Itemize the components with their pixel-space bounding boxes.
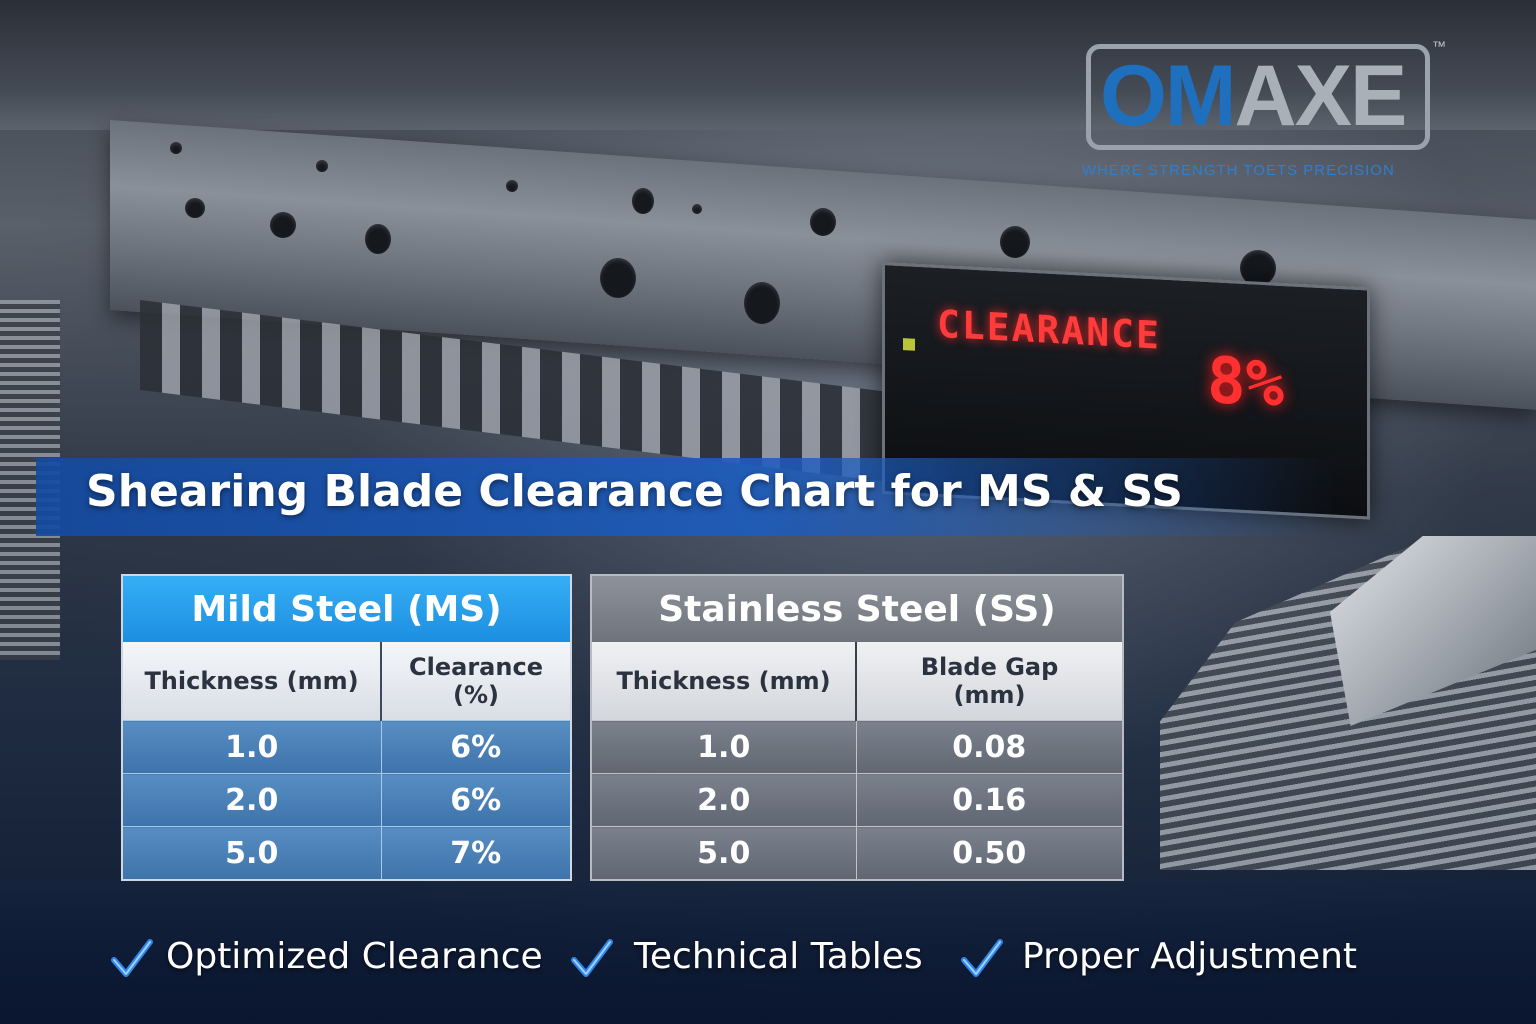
rail-hole — [316, 160, 328, 172]
rail-hole — [270, 212, 296, 238]
rail-hole — [365, 224, 391, 254]
machine-top — [0, 0, 1536, 130]
page-title: Shearing Blade Clearance Chart for MS & … — [86, 466, 1183, 517]
rail-hole — [170, 142, 182, 154]
ss-thickness-cell: 1.0 — [591, 720, 857, 774]
ms-thickness-cell: 1.0 — [122, 720, 382, 774]
brand-logo: OMAXE ™ WHERE STRENGTH TOETS PRECISION — [1082, 38, 1446, 184]
ss-blade-gap-cell: 0.16 — [856, 773, 1123, 827]
logo-frame — [1086, 44, 1430, 150]
rail-hole — [692, 204, 702, 214]
ss-blade-gap-cell: 0.08 — [856, 720, 1123, 774]
table-row: 5.0 0.50 — [591, 826, 1123, 880]
feature-label: Proper Adjustment — [1022, 936, 1358, 977]
ms-col-clearance: Clearance (%) — [381, 642, 571, 721]
ss-col-thickness: Thickness (mm) — [591, 642, 857, 721]
display-label: CLEARANCE — [937, 301, 1161, 358]
ss-thickness-cell: 2.0 — [591, 773, 857, 827]
ms-clearance-cell: 7% — [381, 826, 571, 880]
table-row: 1.0 0.08 — [591, 720, 1123, 774]
feature-label: Optimized Clearance — [166, 936, 543, 977]
feature-label: Technical Tables — [634, 936, 923, 977]
display-value: 8% — [1207, 344, 1285, 423]
ms-table-header-row: Thickness (mm) Clearance (%) — [122, 642, 571, 721]
rail-hole — [1000, 226, 1030, 258]
check-icon — [111, 939, 153, 977]
ss-thickness-cell: 5.0 — [591, 826, 857, 880]
ms-clearance-cell: 6% — [381, 720, 571, 774]
ms-thickness-cell: 2.0 — [122, 773, 382, 827]
ms-table: Mild Steel (MS) Thickness (mm) Clearance… — [121, 574, 572, 881]
title-banner — [36, 458, 1336, 536]
rail-hole — [744, 282, 780, 324]
rail-hole — [600, 258, 636, 298]
ss-blade-gap-cell: 0.50 — [856, 826, 1123, 880]
rail-hole — [185, 198, 205, 218]
table-row: 2.0 0.16 — [591, 773, 1123, 827]
ss-table-heading: Stainless Steel (SS) — [591, 575, 1123, 642]
logo-wordmark: OMAXE — [1100, 48, 1407, 144]
ss-col-blade-gap: Blade Gap (mm) — [856, 642, 1123, 721]
ms-table-heading: Mild Steel (MS) — [122, 575, 571, 642]
table-row: 2.0 6% — [122, 773, 571, 827]
rail-hole — [810, 208, 836, 236]
table-row: 5.0 7% — [122, 826, 571, 880]
check-icon — [571, 939, 613, 977]
check-icon — [961, 939, 1003, 977]
logo-trademark: ™ — [1432, 38, 1446, 54]
ss-table: Stainless Steel (SS) Thickness (mm) Blad… — [590, 574, 1124, 881]
rail-hole — [632, 188, 654, 214]
ms-col-thickness: Thickness (mm) — [122, 642, 382, 721]
logo-tagline: WHERE STRENGTH TOETS PRECISION — [1082, 162, 1395, 179]
rail-hole — [1240, 250, 1276, 286]
display-indicator-icon — [903, 338, 915, 351]
rail-hole — [506, 180, 518, 192]
ss-table-header-row: Thickness (mm) Blade Gap (mm) — [591, 642, 1123, 721]
table-row: 1.0 6% — [122, 720, 571, 774]
ms-clearance-cell: 6% — [381, 773, 571, 827]
floor-shadow — [0, 880, 1536, 1024]
ms-thickness-cell: 5.0 — [122, 826, 382, 880]
